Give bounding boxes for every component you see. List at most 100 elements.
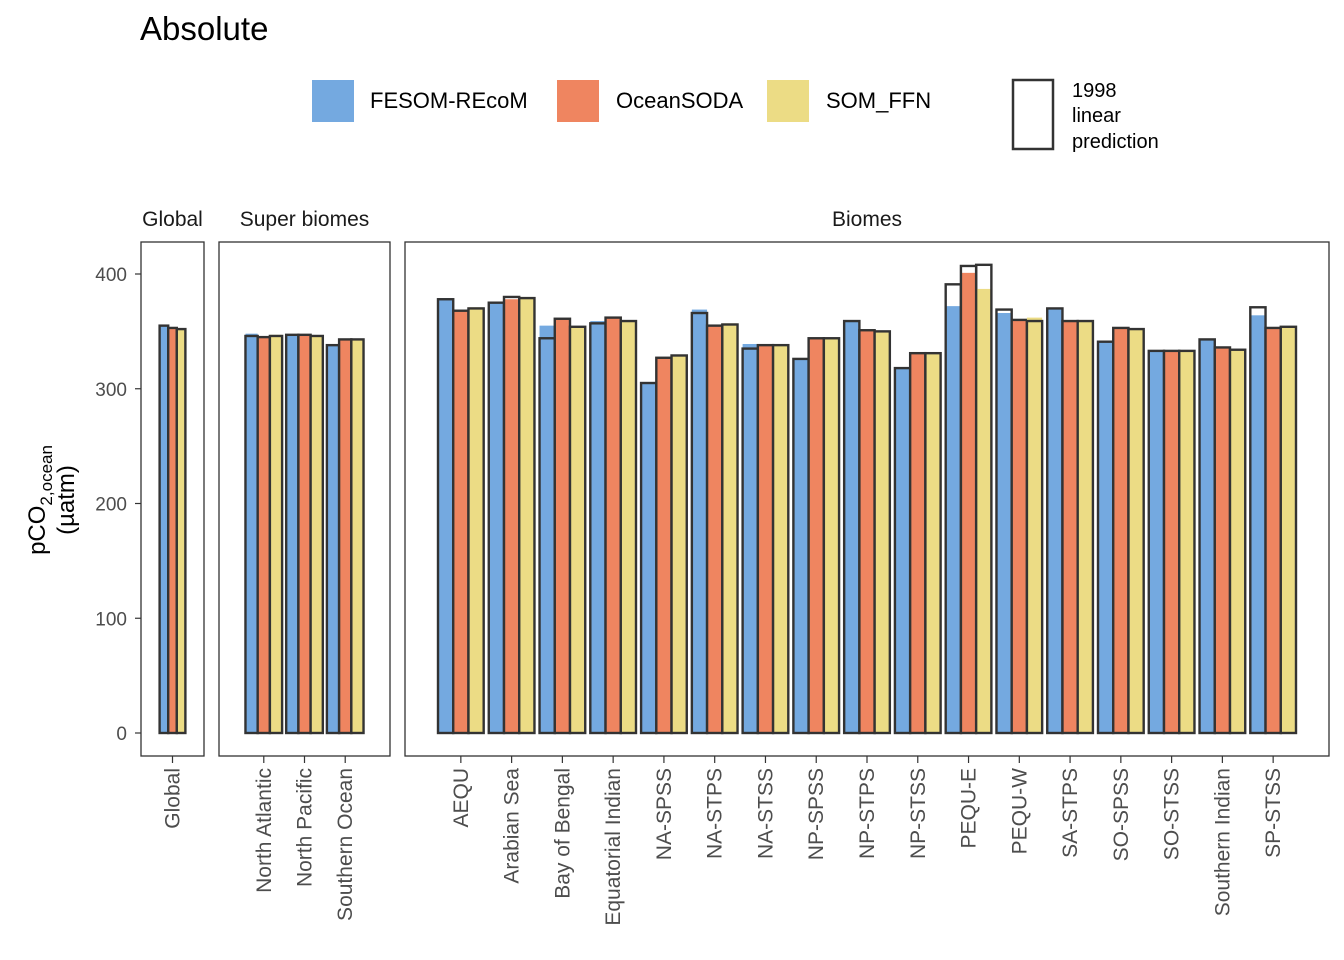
bar-som-ffn <box>671 355 687 733</box>
panel-strip-label: Biomes <box>832 208 902 231</box>
bar-fesom-recom <box>894 368 911 733</box>
y-tick-label: 200 <box>95 495 127 516</box>
legend-key-prediction <box>1011 78 1055 151</box>
legend-key-somffn <box>767 80 809 122</box>
y-axis: 0 100 200 300 400 <box>95 265 141 745</box>
bar-fesom-recom <box>844 321 860 733</box>
category-north-pacific: North Pacific <box>284 333 325 887</box>
bar-oceansoda <box>1265 327 1281 733</box>
bar-fesom-recom <box>793 358 809 733</box>
x-tick-label: NP-SPSS <box>805 768 828 860</box>
panel-global: Global Global <box>140 208 205 829</box>
category-north-atlantic: North Atlantic <box>244 333 284 893</box>
prediction-outline <box>974 263 993 735</box>
panel-strip-label: Super biomes <box>240 208 370 231</box>
bar-fesom-recom <box>438 298 454 733</box>
y-axis-title-unit: (µatm) <box>53 465 80 535</box>
bar-som-ffn <box>1026 317 1043 733</box>
prediction-outline <box>1127 327 1145 735</box>
bar-som-ffn <box>773 345 789 733</box>
legend-label-somffn: SOM_FFN <box>826 88 931 113</box>
panel-border <box>404 241 1330 757</box>
category-southern-indian: Southern Indian <box>1198 338 1247 916</box>
y-axis-title-subscript: 2,ocean <box>37 445 56 506</box>
bar-oceansoda <box>1062 321 1078 733</box>
prediction-outline <box>1279 325 1298 735</box>
prediction-outline <box>721 323 739 735</box>
category-np-spss: NP-SPSS <box>792 337 841 860</box>
category-bay-of-bengal: Bay of Bengal <box>538 317 587 899</box>
bar-oceansoda <box>859 330 875 733</box>
bar-fesom-recom <box>1250 315 1266 733</box>
bar-oceansoda <box>1214 347 1230 733</box>
legend-label-prediction-line1: 1998 <box>1072 80 1117 102</box>
x-tick-label: Southern Indian <box>1211 768 1234 916</box>
prediction-outline <box>268 334 284 735</box>
prediction-outline <box>1025 319 1044 735</box>
bar-oceansoda <box>339 339 352 733</box>
x-tick-label: NA-STSS <box>754 768 777 859</box>
category-pequ-e: PEQU-E <box>944 263 993 849</box>
bar-fesom-recom <box>1098 341 1114 733</box>
bar-som-ffn <box>351 339 364 733</box>
category-aequ: AEQU <box>436 298 485 828</box>
y-tick-label: 300 <box>95 380 127 401</box>
bar-oceansoda <box>1011 319 1027 733</box>
panel-strip-label: Global <box>142 208 203 231</box>
category-np-stps: NP-STPS <box>842 319 892 859</box>
bar-som-ffn <box>519 296 535 733</box>
category-so-spss: SO-SPSS <box>1096 326 1145 861</box>
prediction-outline <box>924 351 942 735</box>
y-tick-label: 0 <box>116 724 127 745</box>
bar-oceansoda <box>1164 350 1180 733</box>
bar-fesom-recom <box>326 345 340 733</box>
bar-oceansoda <box>554 318 570 733</box>
svg-text:pCO2,ocean: pCO2,ocean <box>24 445 56 555</box>
category-sa-stps: SA-STPS <box>1046 307 1095 858</box>
bar-som-ffn <box>269 334 283 733</box>
bar-fesom-recom <box>1148 350 1164 733</box>
prediction-outline <box>350 338 365 735</box>
x-tick-label: Arabian Sea <box>501 768 524 884</box>
bar-fesom-recom <box>488 302 504 733</box>
category-pequ-w: PEQU-W <box>995 308 1044 855</box>
category-so-stss: SO-STSS <box>1147 349 1196 860</box>
bar-oceansoda <box>605 317 621 733</box>
x-tick-label: SP-STSS <box>1262 768 1285 858</box>
bar-som-ffn <box>874 331 890 733</box>
bar-som-ffn <box>176 329 186 733</box>
x-tick-label: PEQU-W <box>1008 768 1031 855</box>
category-arabian-sea: Arabian Sea <box>487 295 536 884</box>
x-tick-label: SA-STPS <box>1059 768 1082 858</box>
category-equatorial-indian: Equatorial Indian <box>589 316 638 926</box>
prediction-outline <box>1178 349 1196 735</box>
x-tick-label: AEQU <box>450 768 473 828</box>
prediction-outline <box>771 343 790 735</box>
prediction-outline <box>619 319 638 735</box>
x-tick-label: NP-STSS <box>907 768 930 859</box>
bar-fesom-recom <box>945 306 961 733</box>
bar-oceansoda <box>656 357 672 733</box>
legend-key-oceansoda <box>557 80 599 122</box>
legend: FESOM-REcoM OceanSODA SOM_FFN 1998 linea… <box>312 78 1159 153</box>
x-tick-label: NA-STPS <box>704 768 727 859</box>
x-tick-label: PEQU-E <box>958 768 981 849</box>
category-southern-ocean: Southern Ocean <box>325 338 365 921</box>
bar-oceansoda <box>757 345 774 733</box>
x-tick-label: SO-SPSS <box>1110 768 1133 861</box>
x-tick-label: NP-STPS <box>856 768 879 859</box>
x-tick-label: Global <box>162 768 185 829</box>
x-tick-label: North Atlantic <box>253 768 276 893</box>
bar-oceansoda <box>298 334 311 733</box>
bar-fesom-recom <box>1047 308 1063 733</box>
panel-biomes: Biomes AEQU Arabian Sea Bay of Bengal Equato… <box>404 208 1330 926</box>
prediction-outline <box>1076 319 1095 735</box>
panel-super-biomes: Super biomes North Atlantic North Pacific S… <box>218 208 391 921</box>
bar-som-ffn <box>722 323 738 733</box>
y-axis-title-main: pCO <box>24 506 51 555</box>
category-na-stps: NA-STPS <box>690 309 739 859</box>
x-tick-label: SO-STSS <box>1161 768 1184 860</box>
legend-label-fesom: FESOM-REcoM <box>370 88 528 113</box>
